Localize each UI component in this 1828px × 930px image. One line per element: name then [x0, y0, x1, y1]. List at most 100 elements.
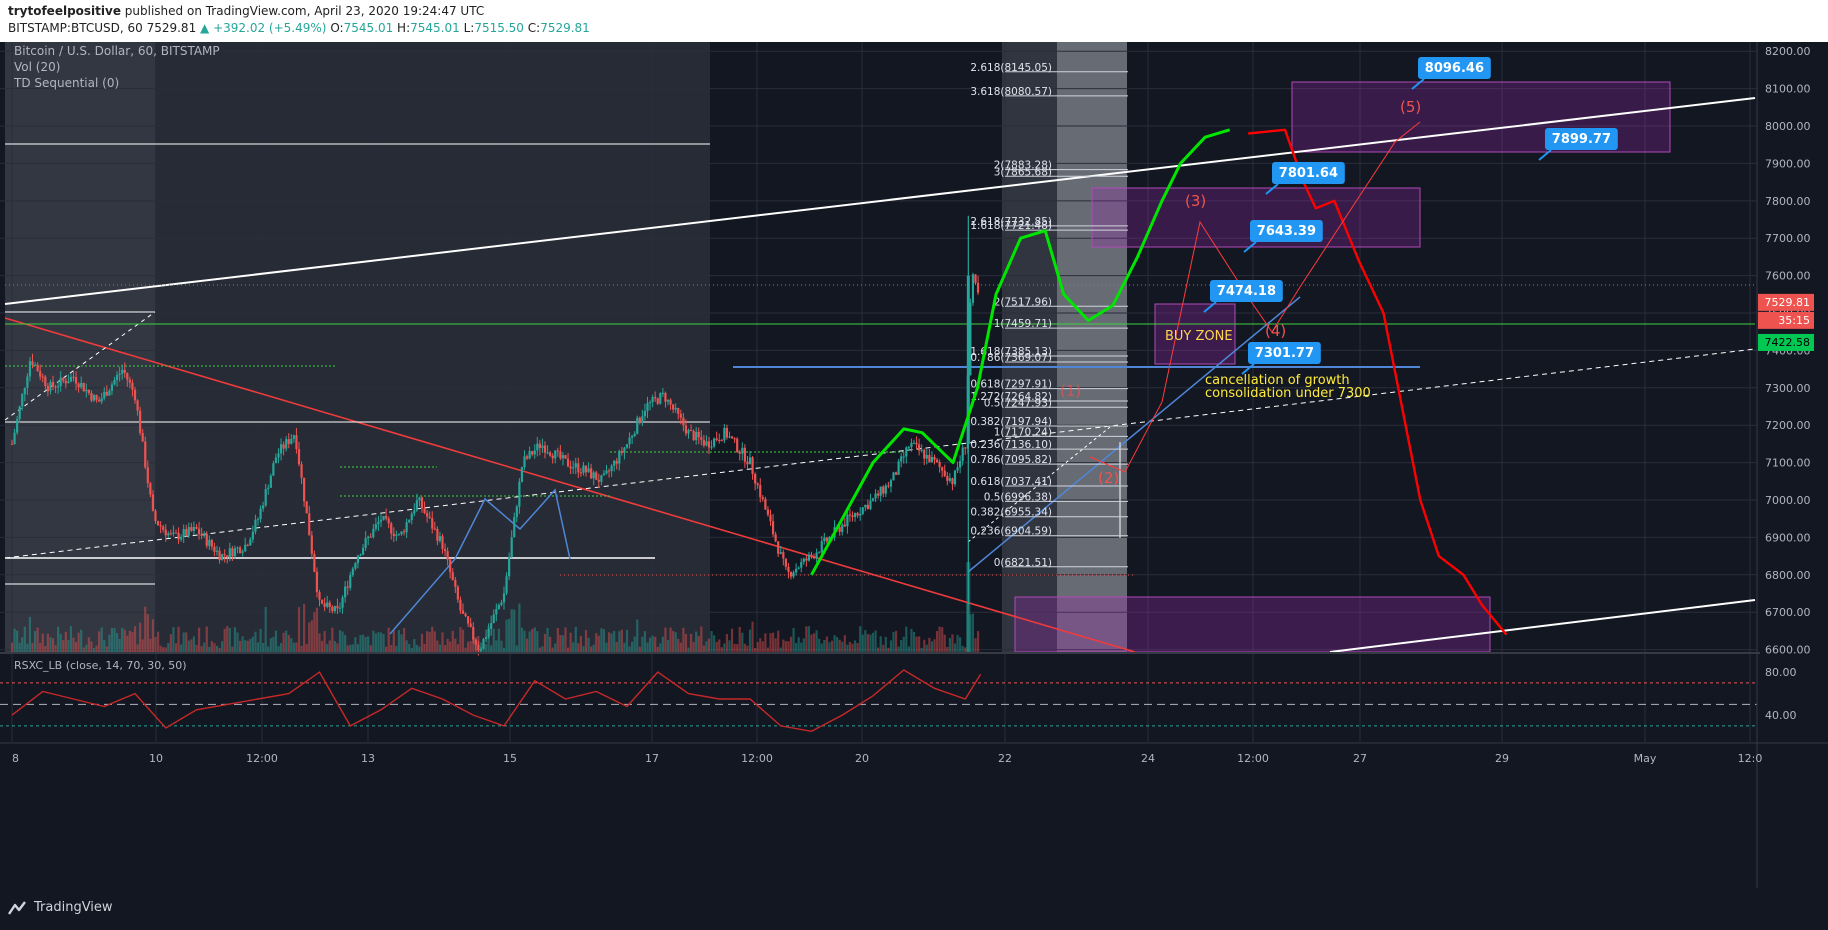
volume-bar	[156, 631, 160, 652]
volume-bar	[830, 640, 834, 652]
volume-bar	[349, 644, 352, 652]
volume-bar	[764, 633, 767, 652]
candle-body	[779, 552, 782, 554]
candle-body	[274, 457, 278, 464]
volume-bar	[646, 642, 649, 652]
descending-trendline	[4, 317, 1136, 653]
candle-body	[577, 463, 580, 473]
volume-bar	[136, 644, 139, 652]
candle-body	[172, 532, 175, 534]
volume-bar	[510, 609, 513, 652]
candle-body	[361, 547, 365, 555]
candle-body	[628, 437, 631, 445]
volume-bar	[328, 640, 331, 652]
volume-bar	[238, 640, 242, 652]
volume-bar	[479, 642, 483, 652]
volume-bar	[771, 632, 775, 652]
candle-body	[492, 614, 495, 623]
volume-bar	[779, 647, 782, 652]
volume-bar	[200, 646, 203, 652]
candle-body	[874, 493, 877, 499]
open-label: O:	[330, 21, 344, 35]
candle-body	[487, 628, 490, 637]
chart-area[interactable]: 2.618(8145.05) 3.618(8080.57) 2(7883.28) 3(…	[0, 42, 1828, 888]
volume-bar	[182, 632, 185, 652]
candle-body	[21, 394, 24, 407]
candle-body	[700, 437, 703, 440]
candle-body	[590, 468, 593, 479]
volume-bar	[677, 638, 680, 652]
candle-body	[154, 510, 157, 521]
candle-body	[392, 533, 395, 536]
y-tick-label: 8200.00	[1765, 45, 1811, 58]
candle-body	[438, 536, 442, 541]
volume-bar	[213, 643, 216, 652]
candle-body	[215, 550, 219, 552]
volume-bar	[959, 637, 962, 652]
volume-bar	[226, 626, 229, 652]
volume-bar	[172, 627, 175, 652]
volume-bar	[221, 641, 224, 652]
candle-body	[892, 472, 895, 481]
volume-bar	[123, 629, 126, 652]
volume-bar	[374, 633, 377, 652]
candle-body	[162, 526, 165, 530]
candle-body	[859, 513, 862, 516]
volume-bar	[164, 647, 167, 652]
volume-bar	[484, 644, 488, 652]
volume-bar	[659, 643, 662, 652]
volume-bar	[815, 630, 818, 652]
volume-bar	[405, 640, 408, 652]
candle-body	[756, 483, 759, 486]
author-name[interactable]: trytofeelpositive	[8, 4, 121, 18]
x-tick-label: 29	[1495, 752, 1509, 765]
volume-bar	[961, 645, 964, 652]
blue-channel-line	[967, 296, 1301, 573]
x-tick-label: 20	[855, 752, 869, 765]
volume-bar	[800, 642, 803, 652]
fib-level-label: 1.272(7264.82)	[970, 391, 1052, 403]
volume-bar	[110, 628, 114, 652]
volume-bar	[923, 639, 926, 652]
candle-body	[918, 444, 921, 451]
y-tick-label: 6900.00	[1765, 531, 1811, 544]
volume-bar	[308, 622, 311, 652]
candle-body	[443, 548, 447, 552]
volume-bar	[633, 636, 636, 652]
candle-body	[864, 504, 867, 508]
volume-bar	[379, 632, 383, 652]
candle-body	[185, 529, 188, 536]
candle-body	[818, 552, 821, 554]
candle-body	[308, 513, 311, 536]
candle-body	[956, 467, 959, 471]
candle-body	[195, 527, 198, 529]
volume-bar	[910, 628, 913, 652]
volume-bar	[925, 644, 928, 652]
volume-bar	[769, 633, 772, 652]
volume-bar	[859, 626, 862, 652]
volume-bar	[69, 626, 73, 652]
volume-bar	[187, 640, 190, 652]
volume-bar	[244, 640, 247, 652]
volume-bar	[508, 618, 511, 652]
candle-body	[315, 571, 319, 593]
fib-level-label: 0.236(6904.59)	[970, 526, 1052, 538]
volume-bar	[269, 638, 272, 652]
volume-bar	[313, 612, 316, 652]
price-chart[interactable]: 2.618(8145.05) 3.618(8080.57) 2(7883.28)3(…	[0, 42, 1828, 888]
volume-bar	[274, 630, 278, 652]
volume-bar	[912, 632, 916, 652]
volume-bar	[751, 621, 754, 652]
volume-bar	[643, 631, 647, 652]
fib-level-label: 0.786(7095.82)	[970, 454, 1052, 466]
candle-body	[912, 442, 916, 444]
volume-bar	[946, 646, 949, 652]
candle-body	[702, 439, 705, 446]
volume-bar	[64, 631, 67, 652]
tradingview-logo[interactable]: TradingView	[8, 900, 113, 915]
volume-bar	[121, 627, 124, 652]
volume-bar	[636, 619, 639, 652]
candle-body	[569, 466, 572, 469]
volume-bar	[956, 634, 959, 652]
volume-bar	[759, 638, 762, 652]
